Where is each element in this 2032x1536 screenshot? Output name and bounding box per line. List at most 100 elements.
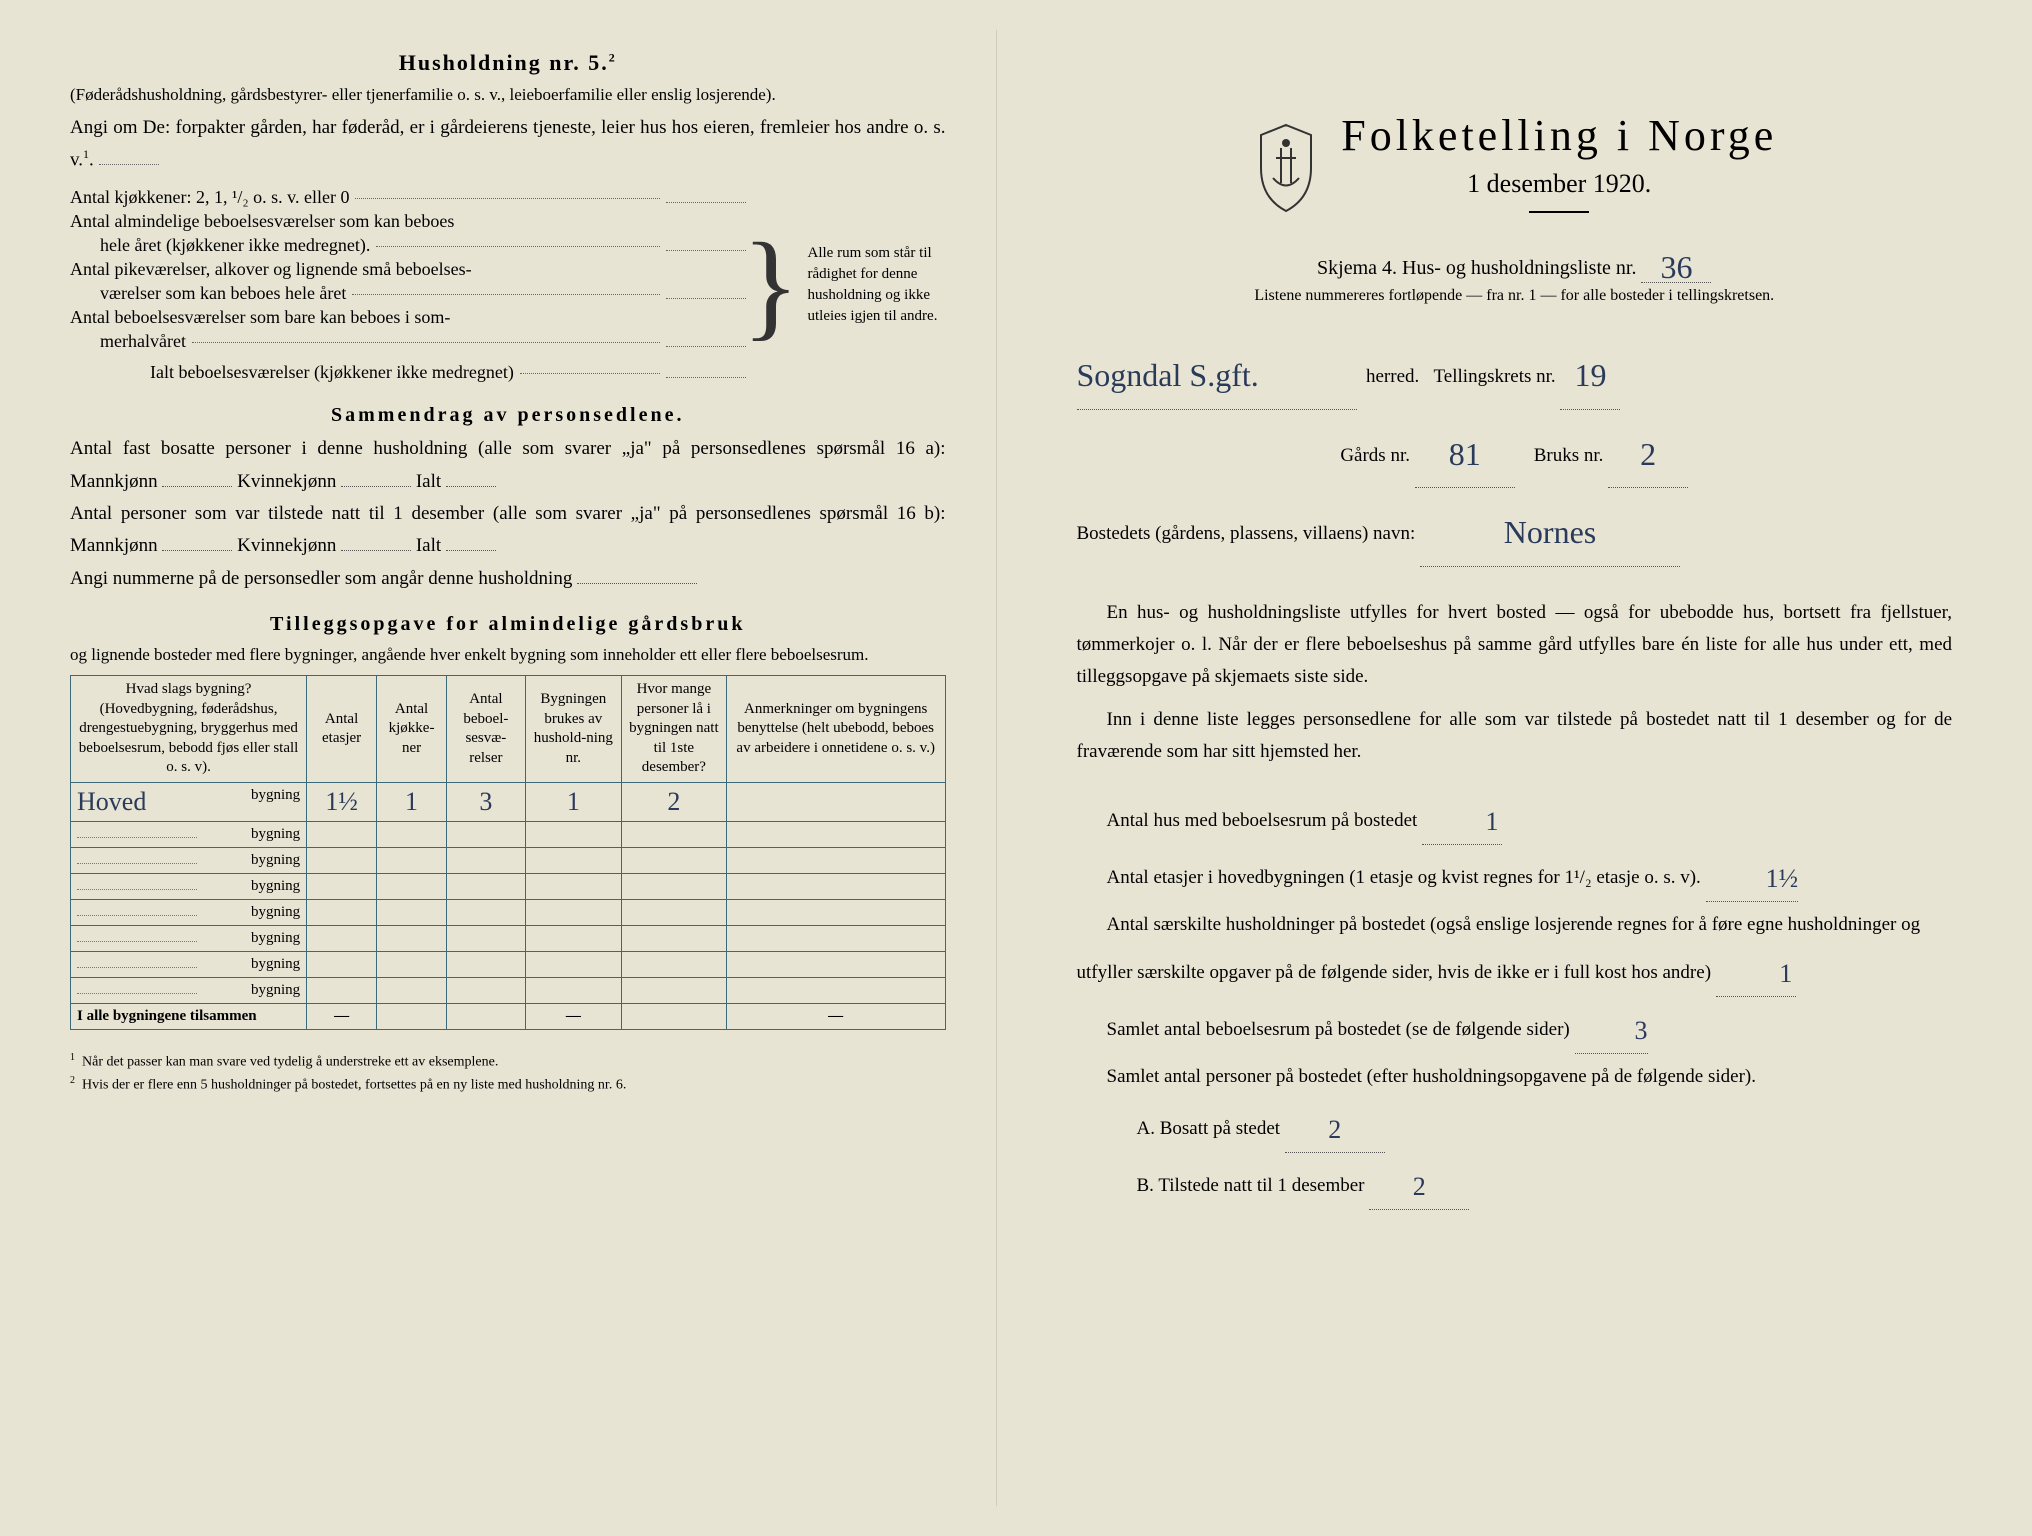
table-cell xyxy=(377,899,447,925)
table-cell xyxy=(447,951,526,977)
bygning-name-cell: bygning xyxy=(71,873,307,899)
sammendrag-row-1: Antal fast bosatte personer i denne hush… xyxy=(70,433,946,498)
table-cell xyxy=(377,977,447,1003)
table-row: Hovedbygning1½1312 xyxy=(71,782,946,821)
herred-line: Sogndal S.gft. herred. Tellingskrets nr.… xyxy=(1077,335,1953,410)
bygning-table: Hvad slags bygning? (Hovedbygning, føder… xyxy=(70,675,946,1030)
table-cell xyxy=(525,847,621,873)
table-cell xyxy=(525,873,621,899)
table-cell xyxy=(447,977,526,1003)
table-cell xyxy=(307,925,377,951)
table-cell: 1½ xyxy=(307,782,377,821)
table-cell xyxy=(621,847,726,873)
tillegg-sub: og lignende bosteder med flere bygninger… xyxy=(70,642,946,668)
bygning-name-cell: bygning xyxy=(71,925,307,951)
table-cell xyxy=(307,951,377,977)
table-cell xyxy=(307,821,377,847)
rooms-block: Antal kjøkkener: 2, 1, ¹/₂ o. s. v. elle… xyxy=(70,184,946,386)
bygning-name-cell: bygning xyxy=(71,899,307,925)
tillegg-heading: Tilleggsopgave for almindelige gårdsbruk xyxy=(70,613,946,636)
para-1: En hus- og husholdningsliste utfylles fo… xyxy=(1077,597,1953,694)
table-cell xyxy=(726,925,945,951)
table-cell xyxy=(525,977,621,1003)
col-0: Hvad slags bygning? (Hovedbygning, føder… xyxy=(71,676,307,783)
table-row: bygning xyxy=(71,873,946,899)
sammendrag-heading: Sammendrag av personsedlene. xyxy=(70,404,946,427)
table-cell xyxy=(307,899,377,925)
sammendrag-row-2: Antal personer som var tilstede natt til… xyxy=(70,498,946,563)
col-1: Antal etasjer xyxy=(307,676,377,783)
title-rule xyxy=(1529,211,1589,213)
liste-note: Listene nummereres fortløpende — fra nr.… xyxy=(1077,287,1953,305)
q4: Samlet antal beboelsesrum på bostedet (s… xyxy=(1077,1001,1953,1054)
table-cell xyxy=(726,821,945,847)
table-header-row: Hvad slags bygning? (Hovedbygning, føder… xyxy=(71,676,946,783)
table-cell xyxy=(307,977,377,1003)
bygning-name-cell: bygning xyxy=(71,977,307,1003)
table-cell xyxy=(447,847,526,873)
table-cell xyxy=(726,951,945,977)
table-cell xyxy=(447,925,526,951)
table-cell xyxy=(621,899,726,925)
table-cell xyxy=(377,951,447,977)
table-cell xyxy=(621,821,726,847)
table-cell xyxy=(525,951,621,977)
sammendrag-row-3: Angi nummerne på de personsedler som ang… xyxy=(70,563,946,595)
table-cell xyxy=(447,821,526,847)
col-3: Antal beboel-sesvæ-relser xyxy=(447,676,526,783)
table-cell xyxy=(377,873,447,899)
q1: Antal hus med beboelsesrum på bostedet 1 xyxy=(1077,792,1953,845)
right-page: Folketelling i Norge 1 desember 1920. Sk… xyxy=(997,30,2013,1506)
table-cell xyxy=(525,925,621,951)
left-page: Husholdning nr. 5.2 (Føderådshusholdning… xyxy=(20,30,997,1506)
husholdning-heading: Husholdning nr. 5.2 xyxy=(70,50,946,76)
form-body: Sogndal S.gft. herred. Tellingskrets nr.… xyxy=(1077,335,1953,1210)
table-cell xyxy=(621,977,726,1003)
para-2: Inn i denne liste legges personsedlene f… xyxy=(1077,704,1953,769)
bosted-line: Bostedets (gårdens, plassens, villaens) … xyxy=(1077,492,1953,567)
qB: B. Tilstede natt til 1 desember 2 xyxy=(1077,1157,1953,1210)
intro-2: Angi om De: forpakter gården, har føderå… xyxy=(70,112,946,177)
table-cell xyxy=(307,847,377,873)
table-row: bygning xyxy=(71,847,946,873)
table-row: bygning xyxy=(71,821,946,847)
table-cell xyxy=(726,977,945,1003)
footer-label: I alle bygningene tilsammen xyxy=(71,1003,307,1029)
col-2: Antal kjøkke-ner xyxy=(377,676,447,783)
table-row: bygning xyxy=(71,925,946,951)
table-cell xyxy=(726,782,945,821)
intro-1: (Føderådshusholdning, gårdsbestyrer- ell… xyxy=(70,82,946,108)
page-subtitle: 1 desember 1920. xyxy=(1341,169,1777,199)
footnotes: 1 Når det passer kan man svare ved tydel… xyxy=(70,1050,946,1095)
q2: Antal etasjer i hovedbygningen (1 etasje… xyxy=(1077,849,1953,902)
table-cell xyxy=(447,873,526,899)
table-cell xyxy=(726,899,945,925)
table-cell xyxy=(726,847,945,873)
bygning-name-cell: Hovedbygning xyxy=(71,782,307,821)
coat-of-arms-icon xyxy=(1251,123,1321,213)
table-row: bygning xyxy=(71,951,946,977)
table-cell xyxy=(377,821,447,847)
table-cell xyxy=(525,821,621,847)
table-cell xyxy=(525,899,621,925)
page-title: Folketelling i Norge xyxy=(1341,110,1777,161)
col-6: Anmerkninger om bygningens benyttelse (h… xyxy=(726,676,945,783)
table-cell xyxy=(377,925,447,951)
bygning-name-cell: bygning xyxy=(71,821,307,847)
table-cell xyxy=(621,873,726,899)
table-footer-row: I alle bygningene tilsammen — — — xyxy=(71,1003,946,1029)
table-cell: 3 xyxy=(447,782,526,821)
title-row: Folketelling i Norge 1 desember 1920. xyxy=(1077,110,1953,225)
table-cell: 1 xyxy=(525,782,621,821)
table-cell xyxy=(726,873,945,899)
table-cell xyxy=(377,847,447,873)
table-cell: 1 xyxy=(377,782,447,821)
q3: Antal særskilte husholdninger på bostede… xyxy=(1077,906,1953,997)
qA: A. Bosatt på stedet 2 xyxy=(1077,1100,1953,1153)
table-row: bygning xyxy=(71,977,946,1003)
table-cell xyxy=(621,951,726,977)
gards-line: Gårds nr. 81 Bruks nr. 2 xyxy=(1077,414,1953,489)
skjema-line: Skjema 4. Hus- og husholdningsliste nr. … xyxy=(1077,245,1953,283)
table-cell xyxy=(447,899,526,925)
col-5: Hvor mange personer lå i bygningen natt … xyxy=(621,676,726,783)
